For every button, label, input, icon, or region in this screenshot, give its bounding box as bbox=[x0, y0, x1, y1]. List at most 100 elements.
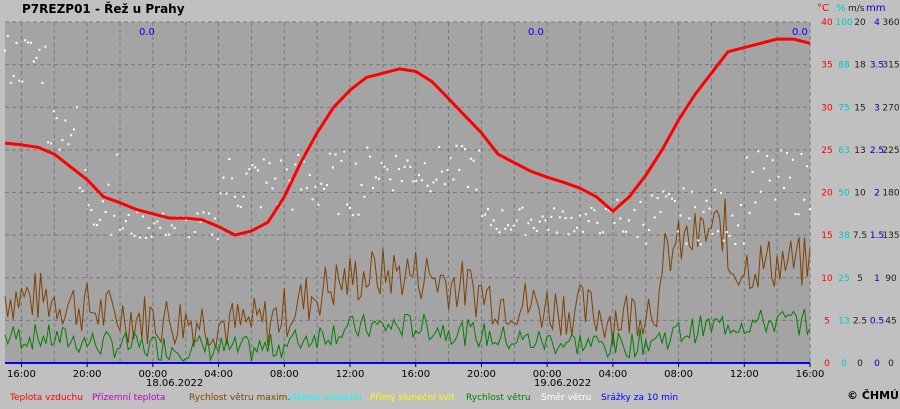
wind-direction-point bbox=[737, 224, 740, 227]
wind-direction-point bbox=[98, 218, 101, 221]
wind-direction-point bbox=[676, 230, 679, 233]
wind-direction-point bbox=[228, 158, 231, 160]
wind-direction-point bbox=[656, 197, 659, 199]
x-tick-label: 16:00 bbox=[7, 369, 36, 380]
y-tick-label: 25 bbox=[838, 274, 849, 284]
wind-direction-point bbox=[717, 230, 719, 233]
wind-direction-point bbox=[533, 227, 535, 229]
wind-direction-point bbox=[512, 224, 515, 227]
wind-direction-point bbox=[418, 173, 420, 176]
wind-direction-point bbox=[317, 203, 320, 206]
date-label: 18.06.2022 bbox=[146, 378, 203, 389]
legend-item: Vlhkost vzduchu bbox=[288, 393, 362, 403]
wind-direction-point bbox=[142, 215, 144, 218]
wind-direction-point bbox=[535, 229, 538, 232]
wind-direction-point bbox=[199, 220, 202, 223]
wind-direction-point bbox=[234, 195, 236, 198]
wind-direction-point bbox=[481, 214, 484, 217]
wind-direction-point bbox=[18, 79, 21, 82]
wind-direction-point bbox=[768, 179, 771, 182]
wind-direction-point bbox=[323, 188, 326, 190]
wind-direction-point bbox=[251, 164, 254, 166]
wind-direction-point bbox=[24, 39, 27, 42]
y-tick-label: 225 bbox=[882, 146, 899, 156]
wind-direction-point bbox=[708, 207, 711, 210]
wind-direction-point bbox=[495, 227, 498, 230]
wind-direction-point bbox=[472, 159, 475, 162]
wind-direction-point bbox=[96, 224, 98, 227]
wind-direction-point bbox=[208, 212, 211, 215]
wind-direction-point bbox=[400, 180, 403, 183]
wind-direction-point bbox=[797, 213, 800, 216]
x-tick-label: 04:00 bbox=[204, 369, 233, 380]
wind-direction-point bbox=[9, 81, 12, 84]
wind-direction-point bbox=[78, 186, 81, 189]
wind-direction-point bbox=[380, 162, 383, 165]
wind-direction-point bbox=[754, 201, 757, 204]
wind-direction-point bbox=[625, 230, 627, 233]
wind-direction-point bbox=[786, 152, 788, 155]
wind-direction-point bbox=[193, 231, 196, 233]
x-tick-label: 08:00 bbox=[664, 369, 693, 380]
wind-direction-point bbox=[328, 152, 331, 155]
wind-direction-point bbox=[239, 205, 242, 208]
wind-direction-point bbox=[498, 231, 501, 234]
y-tick-label: 0 bbox=[888, 359, 894, 369]
wind-direction-point bbox=[599, 232, 602, 235]
y-tick-label: 7.5 bbox=[853, 231, 867, 241]
wind-direction-point bbox=[570, 216, 573, 219]
wind-direction-point bbox=[725, 231, 728, 233]
y-tick-label: 88 bbox=[838, 61, 850, 71]
wind-direction-point bbox=[297, 153, 300, 156]
wind-direction-point bbox=[452, 178, 455, 181]
wind-direction-point bbox=[648, 228, 650, 231]
wind-direction-point bbox=[653, 216, 656, 219]
wind-direction-point bbox=[285, 168, 288, 171]
x-tick-label: 12:00 bbox=[336, 369, 365, 380]
wind-direction-point bbox=[320, 182, 323, 185]
y-tick-label: 3.5 bbox=[870, 61, 884, 71]
legend-item: Směr větru bbox=[541, 393, 591, 403]
wind-direction-point bbox=[47, 141, 50, 144]
wind-direction-point bbox=[809, 208, 811, 211]
wind-direction-point bbox=[561, 210, 564, 213]
y-tick-label: 2.5 bbox=[870, 146, 884, 156]
wind-direction-point bbox=[432, 181, 435, 184]
y-tick-label: 15 bbox=[821, 231, 832, 241]
wind-direction-point bbox=[547, 228, 550, 231]
series-air-temperature bbox=[4, 37, 811, 237]
wind-direction-point bbox=[521, 206, 524, 209]
wind-direction-point bbox=[162, 212, 165, 215]
wind-direction-point bbox=[12, 75, 15, 78]
wind-direction-point bbox=[731, 214, 734, 217]
wind-direction-point bbox=[41, 81, 44, 84]
wind-direction-point bbox=[222, 176, 225, 179]
wind-direction-point bbox=[87, 204, 90, 207]
wind-direction-point bbox=[340, 159, 343, 162]
wind-direction-point bbox=[800, 153, 803, 156]
legend-item: Rychlost větru maxim. bbox=[189, 393, 290, 403]
precip-value: 0.0 bbox=[139, 27, 155, 38]
wind-direction-point bbox=[311, 198, 314, 201]
wind-direction-point bbox=[484, 213, 487, 216]
wind-direction-point bbox=[783, 186, 786, 189]
wind-direction-point bbox=[527, 222, 530, 225]
wind-direction-point bbox=[748, 212, 751, 215]
wind-direction-point bbox=[409, 165, 412, 168]
wind-direction-point bbox=[806, 165, 809, 168]
axis-units-row: °C % m/s mm bbox=[817, 3, 885, 14]
wind-direction-point bbox=[567, 233, 570, 236]
wind-direction-point bbox=[780, 149, 783, 152]
wind-direction-point bbox=[538, 220, 541, 223]
wind-direction-point bbox=[90, 209, 93, 212]
wind-direction-point bbox=[67, 143, 70, 146]
wind-direction-point bbox=[604, 207, 607, 210]
x-tick-label: 08:00 bbox=[270, 369, 299, 380]
wind-direction-point bbox=[550, 215, 553, 218]
wind-direction-point bbox=[386, 168, 389, 171]
wind-direction-point bbox=[584, 213, 587, 216]
wind-direction-point bbox=[73, 128, 75, 131]
wind-direction-point bbox=[38, 48, 41, 51]
wind-direction-point bbox=[75, 106, 78, 109]
